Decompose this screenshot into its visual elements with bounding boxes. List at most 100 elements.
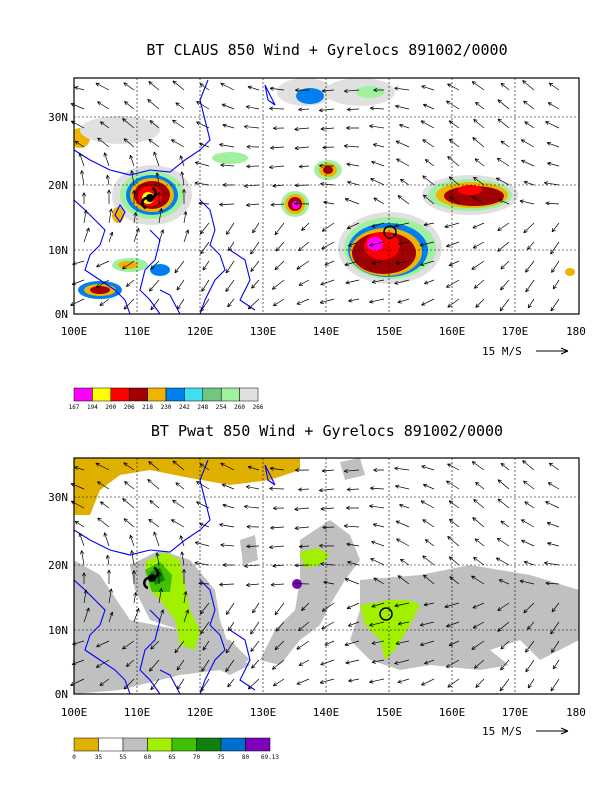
- bottom-wind-arrow: [527, 678, 535, 689]
- bottom-colorbar-swatch: [147, 737, 173, 752]
- top-wind-arrow: [246, 164, 260, 169]
- top-wind-arrow: [103, 152, 110, 167]
- bottom-wind-arrow: [294, 563, 310, 568]
- bottom-wind-arrow: [395, 640, 410, 646]
- bottom-wind-arrow: [519, 579, 535, 585]
- bottom-wind-arrow: [421, 678, 435, 686]
- top-wind-arrow: [343, 88, 360, 94]
- bottom-colorbar-label: 70: [193, 754, 201, 761]
- bottom-wind-arrow: [125, 659, 135, 667]
- top-wind-arrow: [547, 102, 560, 110]
- top-colorbar-swatch: [165, 387, 185, 402]
- top-wind-arrow: [221, 103, 235, 110]
- top-wind-arrow: [298, 107, 310, 112]
- bottom-wind-arrow: [269, 486, 285, 491]
- top-wind-arrow: [448, 260, 460, 267]
- top-wind-arrow: [345, 279, 360, 285]
- top-wind-arrow: [225, 279, 235, 292]
- top-wind-arrow: [422, 103, 435, 110]
- bottom-lat-labels: 30N 20N 10N 0N: [48, 491, 68, 701]
- top-wind-arrow: [371, 160, 385, 167]
- top-wind-arrow: [344, 260, 360, 267]
- top-wind-arrow: [272, 298, 285, 307]
- bottom-wind-arrow: [420, 500, 435, 509]
- top-wind-arrow: [270, 202, 285, 207]
- bottom-wind-arrow: [545, 501, 560, 509]
- bottom-wind-arrow: [550, 621, 560, 635]
- top-wind-arrow: [180, 171, 185, 186]
- top-wind-arrow: [444, 222, 460, 229]
- bottom-wind-arrow: [83, 589, 88, 604]
- bottom-wind-arrow: [344, 640, 360, 647]
- bottom-wind-arrow: [247, 678, 260, 690]
- top-wind-arrow: [108, 208, 113, 224]
- bottom-wind-arrow: [301, 602, 310, 611]
- top-wind-arrow: [471, 260, 485, 270]
- bottom-colorbar-swatch: [122, 737, 148, 752]
- top-colorbar-swatch: [239, 387, 259, 402]
- bottom-wind-arrow: [103, 532, 110, 547]
- bottom-wind-arrow: [175, 482, 185, 490]
- top-lon-label: 140E: [313, 325, 340, 338]
- bottom-wind-arrow: [74, 466, 85, 471]
- top-wind-arrow: [421, 85, 435, 91]
- top-wind-arrow: [449, 196, 460, 205]
- bottom-wind-arrow: [294, 507, 310, 512]
- bottom-wind-arrow: [347, 560, 360, 566]
- top-wind-arrow: [250, 241, 260, 255]
- bottom-wind-arrow: [150, 640, 160, 650]
- bottom-wind-arrow: [397, 678, 410, 684]
- top-wind-arrow: [343, 144, 360, 149]
- top-wind-arrow: [447, 156, 460, 167]
- top-wind-arrow: [198, 201, 210, 206]
- bottom-wind-arrow: [500, 462, 510, 471]
- top-wind-arrow: [270, 145, 285, 150]
- top-wind-arrow: [150, 298, 160, 311]
- top-lat-label: 30N: [48, 111, 68, 124]
- bottom-wind-arrow: [400, 558, 410, 566]
- top-wind-arrow: [421, 298, 435, 306]
- bottom-wind-arrow: [472, 621, 485, 629]
- top-wind-arrow: [243, 183, 260, 188]
- bottom-wind-arrow: [225, 659, 235, 672]
- top-wind-arrow: [399, 123, 410, 129]
- bottom-wind-arrow: [200, 678, 210, 692]
- bottom-wind-arrow: [123, 462, 135, 471]
- top-wind-arrow: [550, 298, 560, 312]
- top-wind-arrow: [395, 104, 410, 110]
- bottom-wind-arrow: [395, 484, 410, 490]
- top-wind-arrow: [176, 298, 185, 310]
- top-wind-arrow: [551, 260, 560, 273]
- bottom-colorbar-label: 0: [72, 754, 76, 761]
- bottom-wind-arrow: [194, 561, 210, 566]
- top-lon-label: 100E: [61, 325, 88, 338]
- bottom-wind-arrow: [500, 659, 510, 671]
- bottom-wind-arrow: [96, 640, 110, 648]
- bottom-wind-arrow: [298, 487, 310, 492]
- top-colorbar-label: 242: [179, 404, 190, 411]
- bottom-wind-arrow: [523, 560, 535, 566]
- top-wind-arrow: [474, 158, 485, 167]
- top-wind-arrow: [108, 231, 114, 243]
- top-wind-arrow: [347, 180, 360, 186]
- top-wind-arrow: [271, 279, 285, 290]
- top-wind-arrow: [296, 260, 310, 270]
- top-wind-arrow: [545, 121, 560, 129]
- bottom-wind-arrow: [319, 678, 335, 684]
- top-wind-arrow: [424, 159, 435, 167]
- top-wind-arrow: [272, 183, 285, 188]
- bottom-wind-arrow: [148, 659, 160, 672]
- top-wind-arrow: [547, 161, 560, 167]
- bottom-wind-arrow: [250, 621, 260, 635]
- bottom-wind-arrow: [397, 575, 410, 585]
- bottom-wind-arrow: [348, 678, 360, 683]
- top-wind-arrow: [124, 101, 135, 110]
- top-wind-arrow: [527, 298, 535, 309]
- top-wind-arrow: [156, 191, 162, 204]
- bottom-wind-arrow: [424, 539, 435, 547]
- bottom-wind-arrow: [447, 678, 460, 688]
- top-wind-arrow: [179, 155, 185, 167]
- bottom-wind-arrow: [274, 640, 285, 651]
- bottom-wind-arrow: [449, 576, 460, 585]
- top-wind-arrow: [129, 154, 135, 167]
